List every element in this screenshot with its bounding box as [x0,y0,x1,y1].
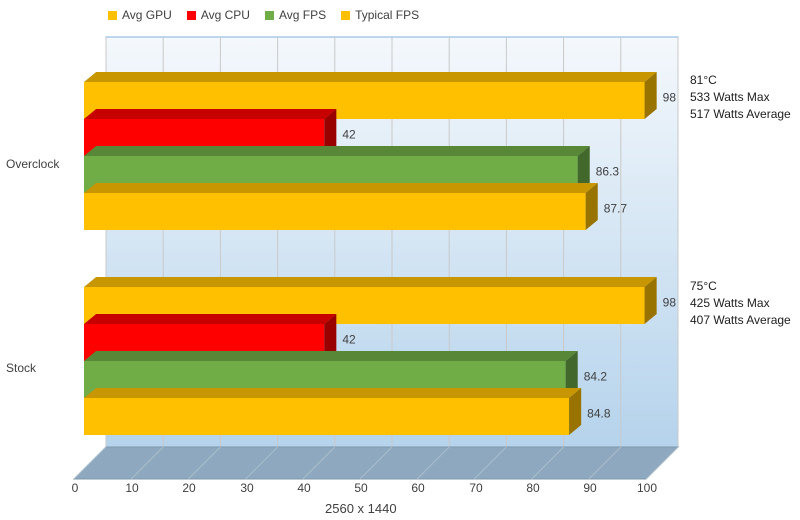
bar-top-face [84,351,578,361]
legend-label-avg-gpu: Avg GPU [122,8,172,22]
bar-side-face [324,314,337,361]
bar-side-face [565,351,578,398]
bar-top-face [84,388,582,398]
floor-grid-line [73,446,107,480]
legend-label-typical-fps: Typical FPS [355,8,420,22]
bar-side-face [644,72,657,119]
bar [84,398,570,435]
data-label: 86.3 [596,165,620,179]
annotation-line: 81°C [690,73,717,87]
annotation-line: 75°C [690,279,717,293]
x-tick-label: 100 [636,481,658,495]
bar-side-face [577,146,590,193]
floor-grid-line [416,446,450,480]
x-tick-label: 0 [71,481,79,495]
bar-side-face [644,277,657,324]
floor-grid-line [645,446,679,480]
floor-grid-line [245,446,278,480]
legend-item-avg-cpu: Avg CPU [186,8,250,22]
legend-label-avg-fps: Avg FPS [278,8,327,22]
bar-top-face [84,183,598,193]
bar-top-face [84,314,337,324]
legend-label-avg-cpu: Avg CPU [200,8,250,22]
floor-grid-line [588,446,622,480]
floor-grid-line [359,446,393,480]
data-label: 42 [342,128,356,142]
legend-item-typical-fps: Typical FPS [341,8,419,22]
x-tick-label: 10 [125,481,139,495]
legend-swatch-avg-fps [264,10,274,20]
annotation-stock: 75°C 425 Watts Max 407 Watts Average [690,278,791,329]
data-label: 87.7 [604,202,628,216]
floor-grid-line [474,446,507,480]
floor-grid-line [531,446,564,480]
data-label: 84.8 [587,407,611,421]
chart-legend: Avg GPU Avg CPU Avg FPS Typical FPS [108,8,419,22]
annotation-line: 517 Watts Average [690,107,791,121]
x-tick-label: 90 [583,481,597,495]
bar-top-face [84,277,657,287]
legend-item-avg-fps: Avg FPS [264,8,327,22]
bar [84,193,586,230]
floor-grid-line [188,446,221,480]
x-tick-label: 20 [182,481,196,495]
bar-side-face [585,183,598,230]
data-label: 42 [342,333,356,347]
annotation-line: 407 Watts Average [690,313,791,327]
bar-side-face [569,388,582,435]
x-tick-label: 70 [469,481,483,495]
bar-top-face [84,146,590,156]
x-tick-label: 80 [526,481,540,495]
data-label: 98 [663,296,677,310]
floor-grid-line [302,446,336,480]
legend-item-avg-gpu: Avg GPU [108,8,172,22]
annotation-line: 533 Watts Max [690,90,770,104]
x-tick-label: 30 [240,481,254,495]
legend-swatch-typical-fps [341,10,351,20]
bar-top-face [84,109,337,119]
x-tick-label: 40 [297,481,311,495]
bar-side-face [324,109,337,156]
legend-swatch-avg-gpu [108,10,117,20]
category-label-stock: Stock [6,361,37,375]
annotation-overclock: 81°C 533 Watts Max 517 Watts Average [690,72,791,123]
x-tick-label: 50 [354,481,368,495]
data-label: 98 [663,91,677,105]
floor-grid-line [130,446,164,480]
data-label: 84.2 [584,370,608,384]
annotation-line: 425 Watts Max [690,296,770,310]
x-axis-title: 2560 x 1440 [325,501,397,516]
category-label-overclock: Overclock [6,157,60,171]
bar-top-face [84,72,657,82]
x-tick-label: 60 [411,481,425,495]
legend-swatch-avg-cpu [186,10,196,20]
